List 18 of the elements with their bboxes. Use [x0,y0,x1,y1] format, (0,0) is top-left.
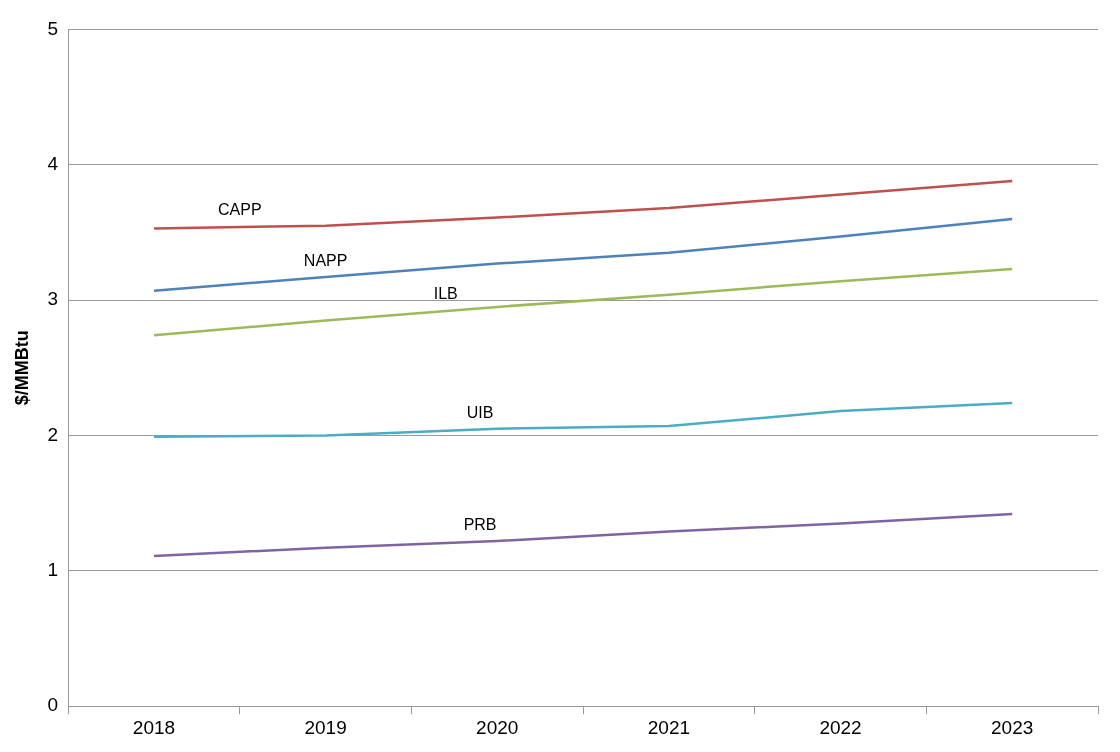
y-tick-label: 5 [47,17,59,39]
y-tick-label: 0 [47,694,59,716]
x-tick-label: 2018 [132,716,176,738]
x-tick-label: 2022 [819,716,862,738]
x-tick-label: 2020 [476,716,519,738]
x-tick-label: 2019 [304,716,347,738]
y-tick-label: 1 [47,559,59,581]
y-tick-label: 2 [47,423,59,445]
x-tick-label: 2023 [991,716,1034,738]
y-axis-title: $/MMBtu [11,330,32,406]
series-label: PRB [463,516,497,534]
series-label: CAPP [218,201,262,219]
y-tick-label: 3 [47,288,59,310]
x-tick-label: 2021 [647,716,691,738]
series-label: ILB [433,285,458,303]
series-label: UIB [466,403,494,421]
series-label: NAPP [303,251,348,269]
y-tick-label: 4 [47,152,59,174]
